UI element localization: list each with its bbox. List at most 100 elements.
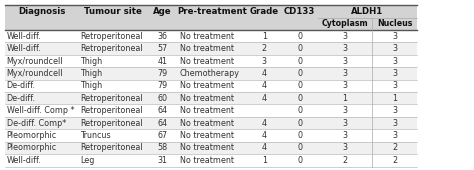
- Text: Well-diff.: Well-diff.: [7, 32, 41, 41]
- Text: 3: 3: [262, 56, 267, 65]
- Text: Leg: Leg: [80, 156, 94, 165]
- Text: Myx/roundcell: Myx/roundcell: [7, 69, 63, 78]
- Text: 60: 60: [157, 94, 167, 103]
- Text: No treatment: No treatment: [180, 94, 234, 103]
- Text: 3: 3: [392, 131, 397, 140]
- Bar: [5, 55, 417, 67]
- Text: 36: 36: [157, 32, 167, 41]
- Text: Retroperitoneal: Retroperitoneal: [80, 44, 143, 53]
- Text: 0: 0: [297, 106, 302, 115]
- Text: 1: 1: [342, 94, 347, 103]
- Text: 0: 0: [297, 131, 302, 140]
- Text: 3: 3: [392, 119, 397, 128]
- Text: 2: 2: [342, 156, 347, 165]
- Text: Retroperitoneal: Retroperitoneal: [80, 32, 143, 41]
- Text: 0: 0: [297, 119, 302, 128]
- Text: Thigh: Thigh: [80, 81, 102, 90]
- Text: 79: 79: [157, 81, 167, 90]
- Text: 3: 3: [392, 81, 397, 90]
- Text: No treatment: No treatment: [180, 32, 234, 41]
- Text: No treatment: No treatment: [180, 106, 234, 115]
- Text: 3: 3: [342, 119, 347, 128]
- Text: 3: 3: [342, 56, 347, 65]
- Text: 1: 1: [262, 156, 267, 165]
- Bar: [5, 154, 417, 167]
- Text: 4: 4: [262, 119, 267, 128]
- Text: Diagnosis: Diagnosis: [18, 7, 65, 16]
- Text: No treatment: No treatment: [180, 156, 234, 165]
- Text: De-diff.: De-diff.: [7, 94, 36, 103]
- Bar: [5, 92, 417, 105]
- Text: 4: 4: [262, 94, 267, 103]
- Text: 58: 58: [157, 143, 167, 152]
- Text: 0: 0: [297, 69, 302, 78]
- Text: 3: 3: [392, 56, 397, 65]
- Text: 0: 0: [297, 44, 302, 53]
- Text: No treatment: No treatment: [180, 44, 234, 53]
- Text: 3: 3: [342, 44, 347, 53]
- Text: 0: 0: [297, 156, 302, 165]
- Text: 64: 64: [157, 119, 167, 128]
- Text: 67: 67: [157, 131, 167, 140]
- Text: 2: 2: [392, 143, 397, 152]
- Text: Thigh: Thigh: [80, 69, 102, 78]
- Bar: [5, 142, 417, 154]
- Text: 31: 31: [157, 156, 167, 165]
- Text: De-diff. Comp*: De-diff. Comp*: [7, 119, 66, 128]
- Text: 1: 1: [392, 94, 397, 103]
- Text: Myx/roundcell: Myx/roundcell: [7, 56, 63, 65]
- Text: 2: 2: [392, 156, 397, 165]
- Text: Retroperitoneal: Retroperitoneal: [80, 106, 143, 115]
- Text: 3: 3: [342, 32, 347, 41]
- Text: Well-diff.: Well-diff.: [7, 44, 41, 53]
- Text: 3: 3: [342, 69, 347, 78]
- Bar: [5, 5, 417, 30]
- Text: Age: Age: [153, 7, 172, 16]
- Text: 2: 2: [262, 44, 267, 53]
- Text: Retroperitoneal: Retroperitoneal: [80, 94, 143, 103]
- Bar: [5, 129, 417, 142]
- Text: 3: 3: [342, 81, 347, 90]
- Text: 4: 4: [262, 81, 267, 90]
- Text: De-diff.: De-diff.: [7, 81, 36, 90]
- Text: Tumour site: Tumour site: [83, 7, 142, 16]
- Bar: [5, 117, 417, 129]
- Text: 3: 3: [392, 44, 397, 53]
- Text: 3: 3: [392, 106, 397, 115]
- Text: 4: 4: [262, 131, 267, 140]
- Text: 0: 0: [297, 94, 302, 103]
- Text: 3: 3: [392, 32, 397, 41]
- Text: Pleomorphic: Pleomorphic: [7, 131, 57, 140]
- Text: 3: 3: [342, 106, 347, 115]
- Text: 1: 1: [262, 32, 267, 41]
- Text: 4: 4: [262, 69, 267, 78]
- Text: 3: 3: [392, 69, 397, 78]
- Text: 0: 0: [297, 143, 302, 152]
- Bar: [5, 67, 417, 80]
- Text: 0: 0: [297, 32, 302, 41]
- Text: Pleomorphic: Pleomorphic: [7, 143, 57, 152]
- Text: 57: 57: [157, 44, 167, 53]
- Text: Grade: Grade: [250, 7, 279, 16]
- Text: Retroperitoneal: Retroperitoneal: [80, 143, 143, 152]
- Bar: [5, 80, 417, 92]
- Text: Pre-treatment: Pre-treatment: [177, 7, 247, 16]
- Bar: [5, 42, 417, 55]
- Text: Retroperitoneal: Retroperitoneal: [80, 119, 143, 128]
- Text: 3: 3: [342, 143, 347, 152]
- Text: Chemotherapy: Chemotherapy: [180, 69, 240, 78]
- Text: 79: 79: [157, 69, 167, 78]
- Text: Truncus: Truncus: [80, 131, 111, 140]
- Bar: [5, 105, 417, 117]
- Text: No treatment: No treatment: [180, 81, 234, 90]
- Text: No treatment: No treatment: [180, 131, 234, 140]
- Text: No treatment: No treatment: [180, 119, 234, 128]
- Text: Thigh: Thigh: [80, 56, 102, 65]
- Text: 4: 4: [262, 143, 267, 152]
- Text: 0: 0: [297, 81, 302, 90]
- Text: ALDH1: ALDH1: [351, 7, 383, 16]
- Text: 41: 41: [157, 56, 167, 65]
- Text: Nucleus: Nucleus: [377, 19, 412, 28]
- Text: Well-diff.: Well-diff.: [7, 156, 41, 165]
- Bar: [5, 30, 417, 42]
